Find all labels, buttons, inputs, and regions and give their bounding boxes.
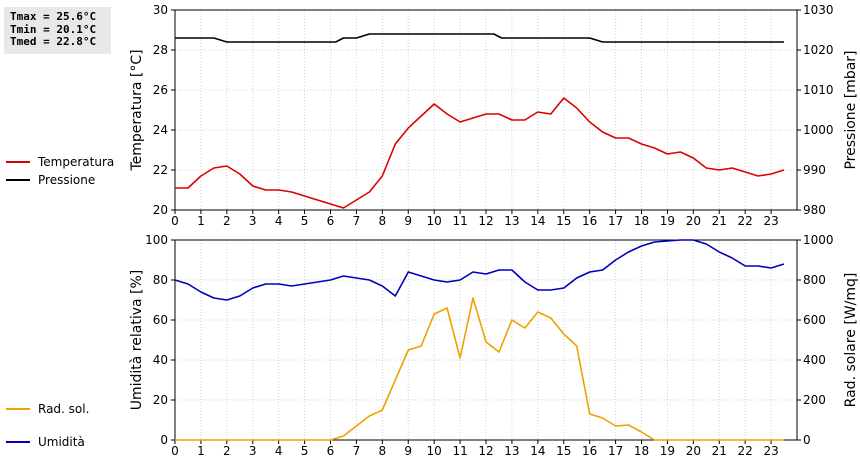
x-tick-label: 17 [608,214,623,228]
x-tick-label: 11 [452,444,467,458]
x-tick-label: 1 [197,214,205,228]
x-tick-label: 20 [686,444,701,458]
x-tick-label: 6 [327,214,335,228]
legend-label: Rad. sol. [38,402,89,416]
x-tick-label: 7 [353,214,361,228]
x-tick-label: 4 [275,444,283,458]
stats-box: Tmax = 25.6°C Tmin = 20.1°C Tmed = 22.8°… [4,7,111,54]
x-tick-label: 2 [223,214,231,228]
legend-label: Temperatura [37,155,114,169]
x-tick-label: 10 [427,444,442,458]
y-left-tick-label: 20 [153,393,168,407]
legend-label: Umidità [38,435,85,449]
y-left-tick-label: 28 [153,43,168,57]
x-tick-label: 0 [171,444,179,458]
tmax-label: Tmax = 25.6°C [10,10,97,23]
x-tick-label: 5 [301,444,309,458]
x-tick-label: 13 [504,444,519,458]
x-tick-label: 3 [249,444,257,458]
y-left-tick-label: 100 [145,233,168,247]
x-tick-label: 7 [353,444,361,458]
series-line-umidit [174,239,785,301]
y-left-tick-label: 30 [153,3,168,17]
y-right-tick-label: 1000 [803,123,834,137]
x-tick-label: 3 [249,214,257,228]
x-tick-label: 4 [275,214,283,228]
x-tick-label: 12 [478,444,493,458]
x-tick-label: 18 [634,444,649,458]
x-tick-label: 14 [530,214,545,228]
x-tick-label: 8 [379,444,387,458]
y-right-axis-label: Rad. solare [W/mq] [843,273,859,408]
x-tick-label: 16 [582,444,597,458]
x-tick-label: 9 [404,444,412,458]
x-tick-label: 20 [686,214,701,228]
y-right-tick-label: 1000 [803,233,834,247]
x-tick-label: 22 [738,214,753,228]
y-right-axis-label: Pressione [mbar] [843,50,859,169]
x-tick-label: 23 [763,444,778,458]
x-tick-label: 13 [504,214,519,228]
y-left-axis-label: Umidità relativa [%] [129,270,145,411]
x-tick-label: 19 [660,214,675,228]
tmed-label: Tmed = 22.8°C [10,35,97,48]
series-line-rad-sol [175,297,784,441]
x-tick-label: 14 [530,444,545,458]
y-right-tick-label: 400 [803,353,826,367]
y-right-tick-label: 1010 [803,83,834,97]
legend-label: Pressione [38,173,95,187]
x-tick-label: 23 [763,214,778,228]
x-tick-label: 8 [379,214,387,228]
series-line-pressione [175,33,784,43]
x-tick-label: 0 [171,214,179,228]
y-left-tick-label: 40 [153,353,168,367]
y-right-tick-label: 600 [803,313,826,327]
x-tick-label: 2 [223,444,231,458]
x-tick-label: 22 [738,444,753,458]
x-tick-label: 19 [660,444,675,458]
x-tick-label: 5 [301,214,309,228]
y-left-tick-label: 26 [153,83,168,97]
y-right-tick-label: 800 [803,273,826,287]
x-tick-label: 12 [478,214,493,228]
series-line-temperatura [175,97,785,209]
y-left-tick-label: 80 [153,273,168,287]
x-tick-label: 16 [582,214,597,228]
x-tick-label: 11 [452,214,467,228]
y-right-tick-label: 200 [803,393,826,407]
y-left-axis-label: Temperatura [°C] [129,49,145,171]
y-right-tick-label: 0 [803,433,811,447]
y-left-tick-label: 20 [153,203,168,217]
x-tick-label: 17 [608,444,623,458]
y-right-tick-label: 1030 [803,3,834,17]
x-tick-label: 9 [404,214,412,228]
y-left-tick-label: 22 [153,163,168,177]
y-right-tick-label: 1020 [803,43,834,57]
x-tick-label: 15 [556,444,571,458]
y-left-tick-label: 0 [160,433,168,447]
y-right-tick-label: 990 [803,163,826,177]
x-tick-label: 6 [327,444,335,458]
y-left-tick-label: 24 [153,123,168,137]
x-tick-label: 10 [427,214,442,228]
x-tick-label: 15 [556,214,571,228]
y-left-tick-label: 60 [153,313,168,327]
x-tick-label: 1 [197,444,205,458]
x-tick-label: 21 [712,214,727,228]
x-tick-label: 21 [712,444,727,458]
tmin-label: Tmin = 20.1°C [10,22,97,36]
x-tick-label: 18 [634,214,649,228]
y-right-tick-label: 980 [803,203,826,217]
